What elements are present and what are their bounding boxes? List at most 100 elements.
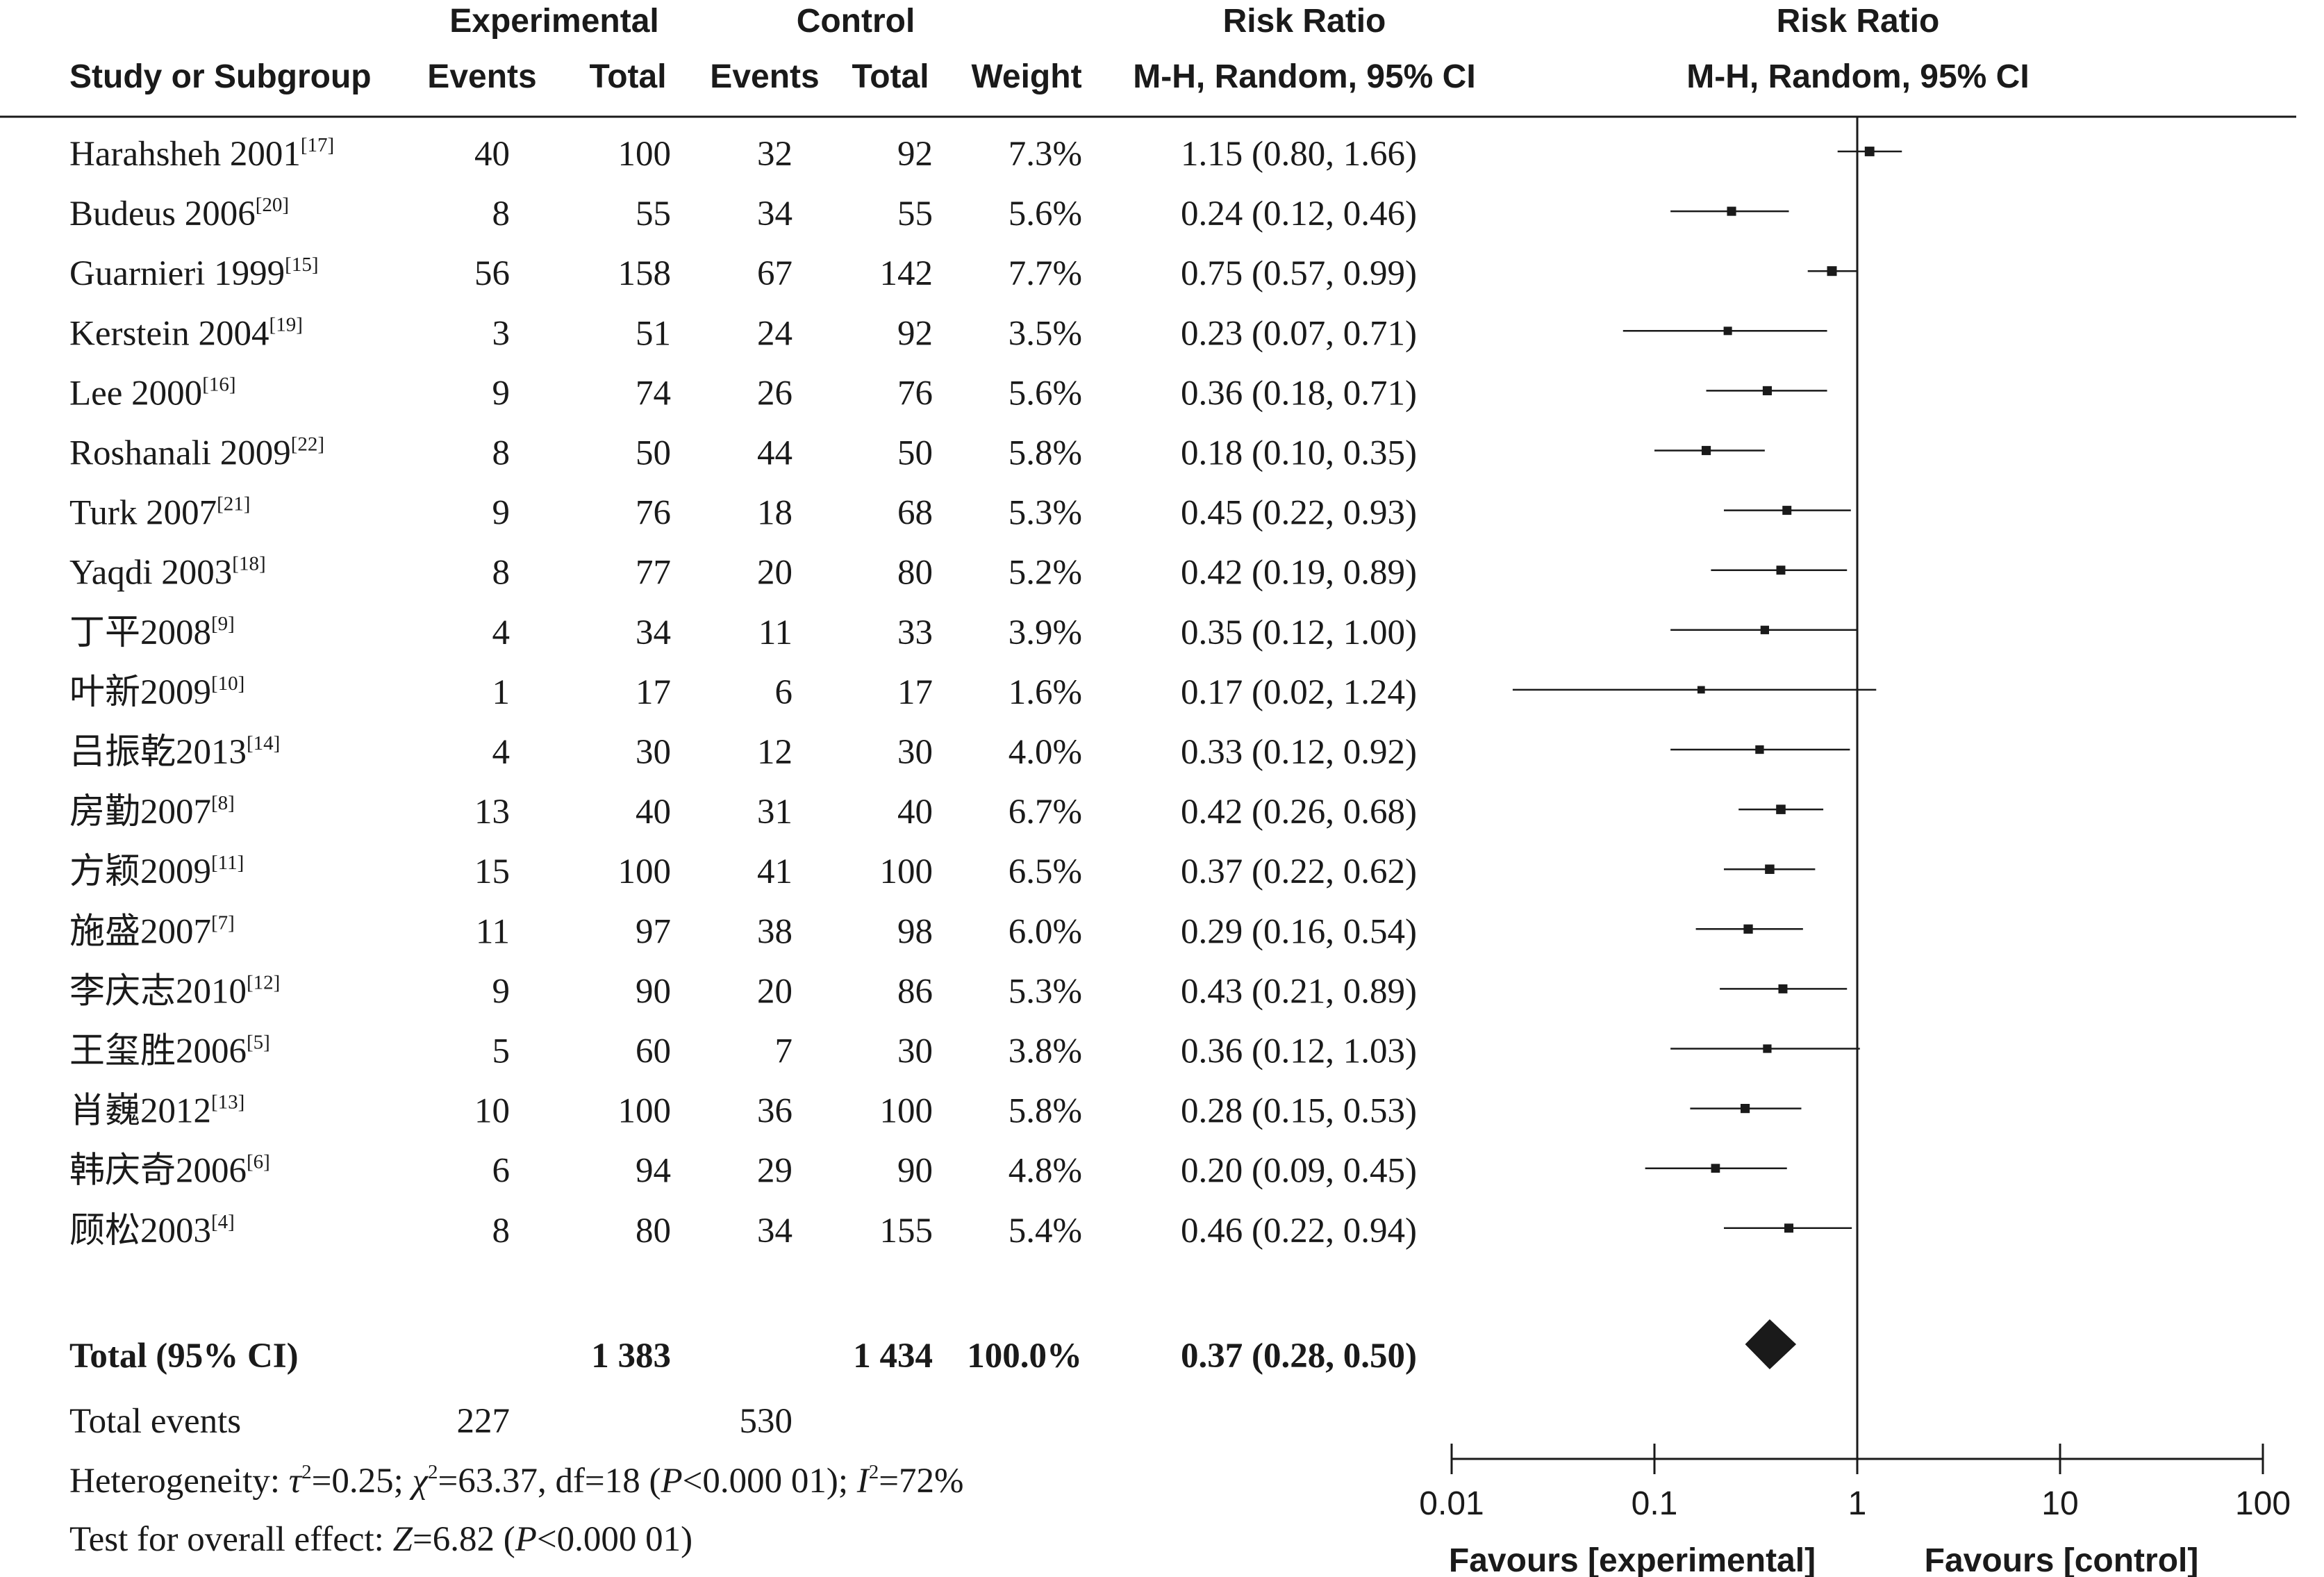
ctl-events-cell: 11 <box>758 613 792 652</box>
exp-events-cell: 4 <box>492 733 511 772</box>
risk-ratio-ci-cell: 0.75 (0.57, 0.99) <box>1181 254 1417 293</box>
point-estimate-marker <box>1778 984 1788 993</box>
exp-events-cell: 15 <box>474 852 510 891</box>
total-exp-total: 1 383 <box>591 1337 671 1376</box>
risk-ratio-ci-cell: 0.23 (0.07, 0.71) <box>1181 314 1417 353</box>
risk-ratio-ci-cell: 0.42 (0.26, 0.68) <box>1181 793 1417 832</box>
header-weight: Weight <box>971 58 1081 95</box>
pooled-estimate-diamond <box>1745 1319 1797 1369</box>
header-exp-events: Events <box>427 58 536 95</box>
exp-events-cell: 56 <box>474 254 510 293</box>
weight-cell: 1.6% <box>1009 673 1082 712</box>
weight-cell: 5.2% <box>1009 554 1082 593</box>
risk-ratio-ci-cell: 0.20 (0.09, 0.45) <box>1181 1152 1417 1191</box>
weight-cell: 4.8% <box>1009 1152 1082 1191</box>
exp-total-cell: 30 <box>636 733 671 772</box>
point-estimate-marker <box>1765 864 1775 874</box>
study-rows: Harahsheh 2001[17] 40 100 32 92 7.3% 1.15 (0.8… <box>69 134 1417 1250</box>
exp-total-cell: 97 <box>636 912 671 951</box>
risk-ratio-ci-cell: 0.29 (0.16, 0.54) <box>1181 912 1417 951</box>
exp-total-cell: 50 <box>636 434 671 473</box>
study-name: Lee 2000[16] <box>69 373 236 413</box>
weight-cell: 5.3% <box>1009 972 1082 1011</box>
exp-events-cell: 8 <box>492 195 511 233</box>
ctl-total-cell: 80 <box>897 554 933 593</box>
ctl-events-cell: 7 <box>775 1032 793 1071</box>
weight-cell: 7.7% <box>1009 254 1082 293</box>
ctl-events-cell: 34 <box>757 1212 792 1250</box>
study-name: Guarnieri 1999[15] <box>69 254 319 293</box>
exp-events-cell: 9 <box>492 374 511 413</box>
x-tick-label: 0.01 <box>1419 1485 1484 1522</box>
header-exp-total: Total <box>589 58 666 95</box>
risk-ratio-ci-cell: 0.24 (0.12, 0.46) <box>1181 195 1417 233</box>
study-name: 韩庆奇2006[6] <box>69 1151 270 1191</box>
point-estimate-marker <box>1743 924 1753 934</box>
risk-ratio-ci-cell: 0.36 (0.18, 0.71) <box>1181 374 1417 413</box>
ctl-events-cell: 41 <box>757 852 792 891</box>
study-name: Roshanali 2009[22] <box>69 434 324 473</box>
risk-ratio-ci-cell: 0.28 (0.15, 0.53) <box>1181 1092 1417 1131</box>
study-name: 房勤2007[8] <box>69 792 235 832</box>
exp-events-cell: 13 <box>474 793 510 832</box>
risk-ratio-ci-cell: 0.35 (0.12, 1.00) <box>1181 613 1417 652</box>
risk-ratio-ci-cell: 0.33 (0.12, 0.92) <box>1181 733 1417 772</box>
header-study: Study or Subgroup <box>69 58 372 95</box>
exp-events-cell: 10 <box>474 1092 510 1131</box>
risk-ratio-ci-cell: 0.18 (0.10, 0.35) <box>1181 434 1417 473</box>
weight-cell: 3.9% <box>1009 613 1082 652</box>
weight-cell: 5.3% <box>1009 494 1082 533</box>
ctl-events-cell: 67 <box>757 254 792 293</box>
point-estimate-marker <box>1782 506 1792 515</box>
risk-ratio-ci-cell: 0.42 (0.19, 0.89) <box>1181 554 1417 593</box>
x-tick-label: 1 <box>1848 1485 1867 1522</box>
exp-total-cell: 100 <box>618 135 672 174</box>
x-tick-label: 10 <box>2041 1485 2078 1522</box>
study-name: 顾松2003[4] <box>69 1211 235 1250</box>
study-name: 丁平2008[9] <box>69 613 235 652</box>
favours-experimental-label: Favours [experimental] <box>1449 1542 1816 1577</box>
weight-cell: 4.0% <box>1009 733 1082 772</box>
exp-total-cell: 40 <box>636 793 671 832</box>
exp-total-cell: 80 <box>636 1212 671 1250</box>
ctl-total-cell: 30 <box>897 733 933 772</box>
study-name: Budeus 2006[20] <box>69 194 289 233</box>
risk-ratio-ci-cell: 0.37 (0.22, 0.62) <box>1181 852 1417 891</box>
exp-events-cell: 5 <box>492 1032 511 1071</box>
exp-total-cell: 158 <box>618 254 672 293</box>
ctl-total-cell: 40 <box>897 793 933 832</box>
point-estimate-marker <box>1701 445 1711 456</box>
point-estimate-marker <box>1697 686 1705 694</box>
point-estimate-marker <box>1763 1044 1772 1053</box>
risk-ratio-ci-cell: 0.45 (0.22, 0.93) <box>1181 494 1417 533</box>
ctl-total-cell: 100 <box>880 852 933 891</box>
exp-events-cell: 8 <box>492 1212 511 1250</box>
point-estimate-marker <box>1864 147 1875 156</box>
ctl-total-cell: 90 <box>897 1152 933 1191</box>
exp-events-cell: 8 <box>492 554 511 593</box>
weight-cell: 5.8% <box>1009 434 1082 473</box>
exp-total-cell: 94 <box>636 1152 671 1191</box>
ctl-total-cell: 86 <box>897 972 933 1011</box>
weight-cell: 6.7% <box>1009 793 1082 832</box>
study-name: Kerstein 2004[19] <box>69 313 303 353</box>
heterogeneity-statistics: Heterogeneity: τ2=0.25; χ2=63.37, df=18 … <box>69 1461 964 1501</box>
ctl-total-cell: 100 <box>880 1092 933 1131</box>
risk-ratio-ci-cell: 0.17 (0.02, 1.24) <box>1181 673 1417 712</box>
exp-total-cell: 55 <box>636 195 671 233</box>
exp-total-cell: 17 <box>636 673 671 712</box>
ctl-events-cell: 12 <box>757 733 792 772</box>
exp-events-cell: 40 <box>474 135 510 174</box>
ctl-events-cell: 6 <box>775 673 793 712</box>
exp-events-cell: 9 <box>492 494 511 533</box>
total-weight: 100.0% <box>967 1337 1082 1376</box>
weight-cell: 5.6% <box>1009 195 1082 233</box>
ctl-total-cell: 17 <box>897 673 933 712</box>
total-events-exp: 227 <box>457 1402 511 1441</box>
study-name: 王玺胜2006[5] <box>69 1032 270 1071</box>
ctl-total-cell: 98 <box>897 912 933 951</box>
point-estimate-marker <box>1723 327 1732 336</box>
ctl-events-cell: 20 <box>757 554 792 593</box>
point-estimate-marker <box>1727 206 1736 216</box>
weight-cell: 6.5% <box>1009 852 1082 891</box>
